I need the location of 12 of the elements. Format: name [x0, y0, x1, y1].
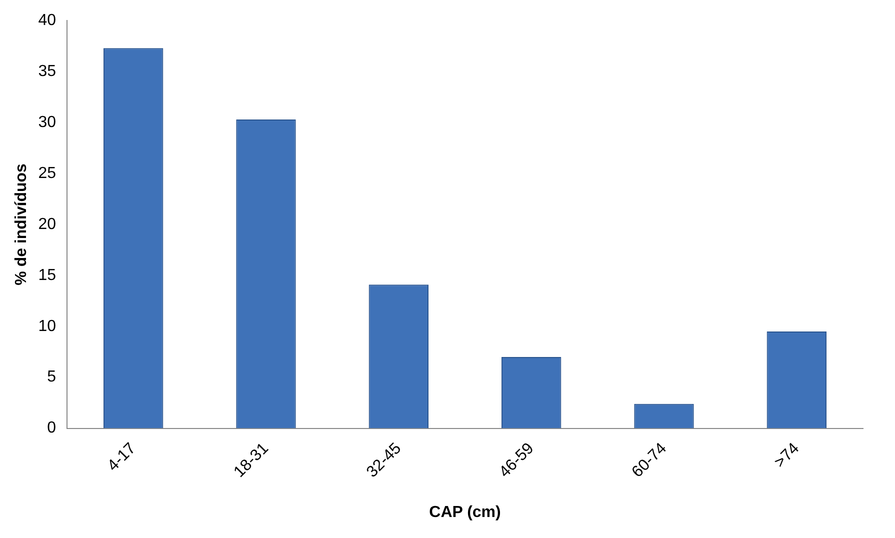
y-tick-label: 40: [38, 12, 56, 30]
x-tick-label: >74: [771, 440, 803, 472]
y-tick-label: 10: [38, 318, 56, 335]
y-tick-label: 20: [38, 216, 56, 233]
y-tick-label: 30: [38, 114, 56, 131]
y-tick-label: 5: [47, 368, 56, 386]
y-axis-title: % de indivíduos: [13, 163, 30, 286]
y-tick-label: 15: [38, 266, 56, 284]
y-tick-label: 25: [38, 164, 56, 182]
y-tick-label: 35: [38, 62, 56, 80]
y-tick-label: 0: [47, 420, 56, 437]
x-axis-title: CAP (cm): [429, 504, 501, 521]
